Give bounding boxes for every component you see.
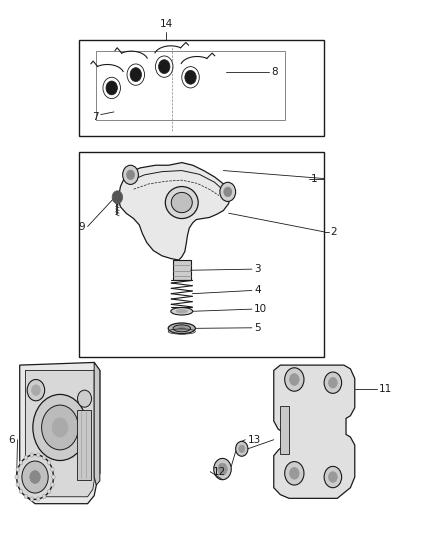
Text: 5: 5 [254, 323, 261, 333]
Circle shape [52, 418, 68, 437]
Bar [77, 410, 91, 480]
Circle shape [324, 466, 342, 488]
Text: 6: 6 [9, 435, 15, 445]
Circle shape [220, 182, 236, 201]
Polygon shape [20, 362, 100, 504]
Circle shape [19, 461, 23, 465]
Text: 7: 7 [92, 112, 99, 122]
Ellipse shape [173, 325, 191, 332]
Circle shape [159, 60, 170, 74]
Circle shape [290, 467, 299, 479]
Circle shape [328, 377, 337, 388]
Circle shape [78, 390, 92, 407]
Text: 1: 1 [311, 174, 318, 183]
Circle shape [42, 456, 46, 460]
Polygon shape [94, 362, 100, 485]
Circle shape [36, 453, 40, 457]
Text: 14: 14 [160, 19, 173, 29]
Circle shape [324, 372, 342, 393]
Circle shape [127, 170, 134, 180]
Ellipse shape [165, 187, 198, 219]
Circle shape [214, 458, 231, 480]
Ellipse shape [171, 192, 192, 213]
Circle shape [30, 471, 40, 483]
Ellipse shape [176, 309, 187, 313]
Polygon shape [25, 370, 94, 497]
Text: 4: 4 [254, 286, 261, 295]
Circle shape [285, 462, 304, 485]
Ellipse shape [178, 327, 185, 330]
Circle shape [112, 191, 123, 204]
Circle shape [47, 489, 51, 494]
Text: 9: 9 [79, 222, 85, 231]
Circle shape [33, 394, 87, 461]
Circle shape [290, 374, 299, 385]
Circle shape [185, 70, 196, 84]
Bar [96, 51, 285, 120]
Text: 12: 12 [212, 467, 226, 477]
Circle shape [17, 455, 53, 499]
Circle shape [27, 379, 45, 401]
Circle shape [106, 81, 117, 95]
Circle shape [42, 405, 78, 450]
Circle shape [50, 467, 54, 472]
Text: 8: 8 [272, 67, 278, 77]
Circle shape [130, 68, 141, 82]
Text: 11: 11 [379, 384, 392, 394]
Bar [280, 406, 289, 454]
Circle shape [16, 482, 20, 487]
Circle shape [47, 461, 51, 465]
Text: 10: 10 [254, 304, 267, 314]
Circle shape [32, 385, 40, 395]
Bar [79, 40, 324, 136]
Circle shape [42, 494, 46, 498]
Circle shape [123, 165, 138, 184]
Circle shape [50, 482, 54, 487]
Circle shape [24, 456, 28, 460]
Ellipse shape [171, 308, 193, 315]
Circle shape [285, 368, 304, 391]
Polygon shape [274, 365, 355, 498]
Circle shape [30, 497, 34, 501]
Text: 3: 3 [254, 264, 261, 274]
Circle shape [36, 497, 40, 501]
Bar [79, 152, 324, 357]
Circle shape [239, 445, 245, 453]
Polygon shape [118, 163, 230, 260]
Text: 13: 13 [247, 435, 261, 445]
Text: 2: 2 [331, 227, 337, 237]
Circle shape [22, 461, 48, 493]
Bar [173, 260, 191, 280]
Circle shape [24, 494, 28, 498]
Circle shape [30, 453, 34, 457]
Ellipse shape [168, 323, 195, 334]
Circle shape [218, 463, 227, 475]
Circle shape [52, 475, 55, 479]
Circle shape [224, 187, 232, 197]
Circle shape [16, 467, 20, 472]
Circle shape [15, 475, 18, 479]
Circle shape [19, 489, 23, 494]
Circle shape [328, 472, 337, 482]
Circle shape [236, 441, 248, 456]
